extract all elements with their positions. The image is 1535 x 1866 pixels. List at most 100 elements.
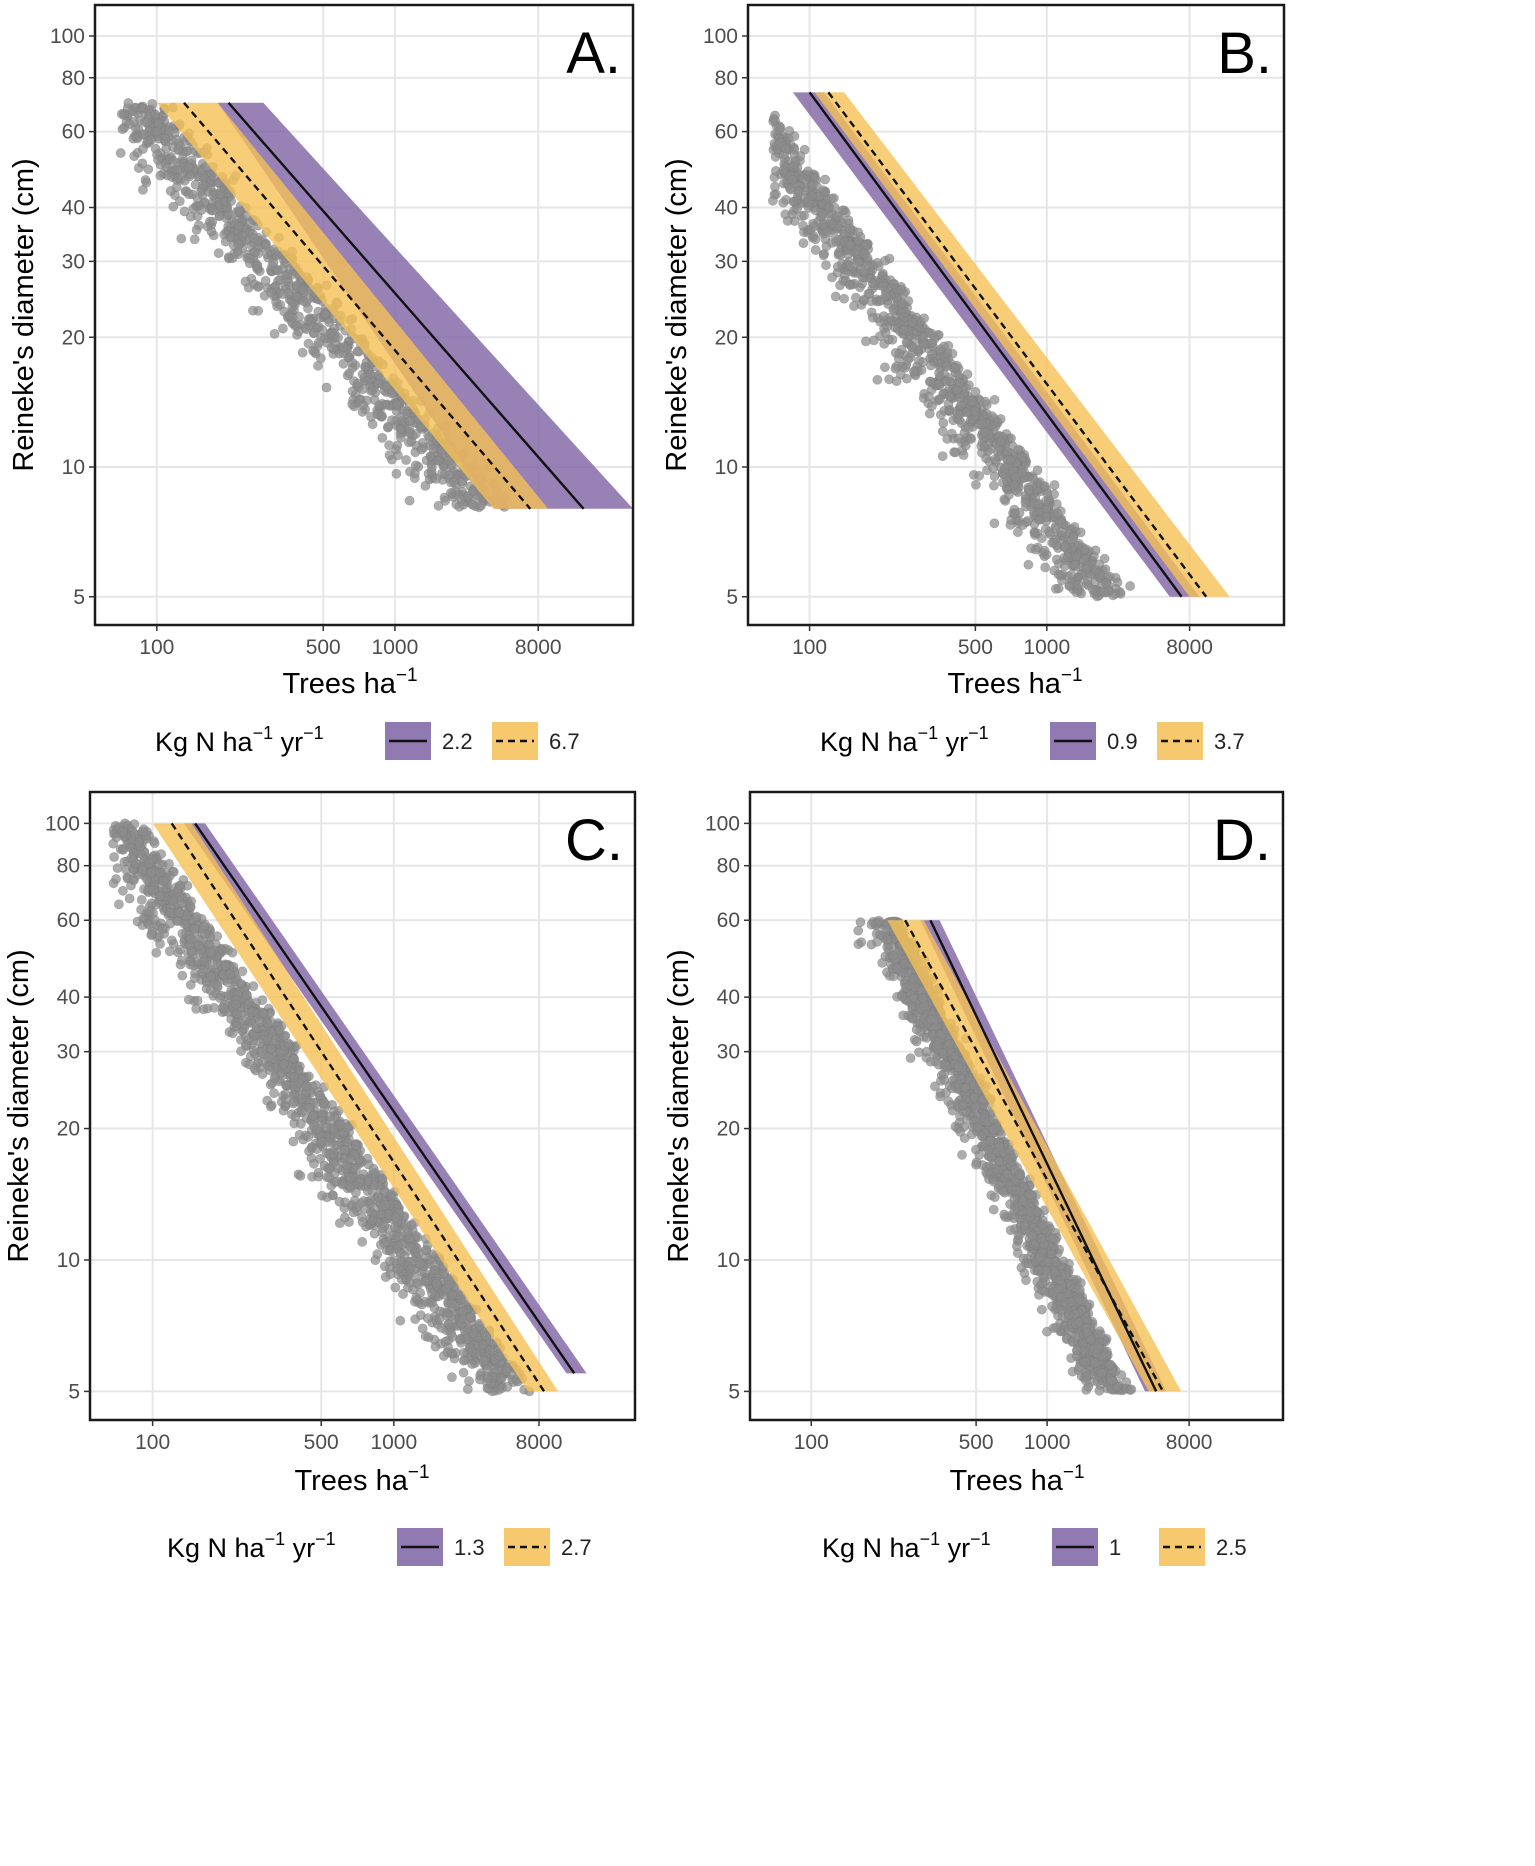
scatter-point [872,937,882,947]
scatter-point [1051,499,1062,509]
scatter-point [898,325,909,335]
scatter-point [233,221,244,232]
scatter-point [205,947,216,957]
legend: Kg N ha−1 yr−1 1.3 2.7 [167,1528,592,1566]
y-tick-label: 80 [62,67,85,90]
scatter-point [277,323,288,334]
scatter-point [396,1274,407,1285]
scatter-point [352,378,363,389]
scatter-point [370,1255,381,1265]
scatter-point [810,205,821,216]
scatter-point [129,151,140,161]
scatter-point [391,468,402,479]
scatter-point [443,1319,454,1329]
y-tick-label: 40 [62,197,85,220]
scatter-point [377,432,388,443]
scatter-point [379,1261,390,1272]
scatter-point [433,500,444,511]
scatter-point [444,455,454,466]
scatter-point [358,400,369,411]
scatter-point [165,918,175,929]
scatter-point [1048,1233,1058,1244]
scatter-point [173,947,183,958]
scatter-point [350,1164,361,1175]
legend-key-high-n: 3.7 [1157,722,1245,760]
scatter-point [328,1148,339,1159]
scatter-point [988,463,999,474]
scatter-point [339,1145,350,1155]
scatter-point [338,342,349,352]
scatter-point [297,284,308,295]
scatter-point [926,360,936,371]
scatter-point [858,266,869,277]
x-tick-label: 100 [792,636,827,659]
scatter-point [482,1373,493,1384]
scatter-point [884,253,895,264]
scatter-point [154,859,165,869]
scatter-point [176,233,187,244]
scatter-point [1013,444,1024,455]
plot-area [108,818,587,1397]
scatter-point [404,495,415,506]
scatter-point [867,312,878,323]
scatter-point [390,1282,401,1293]
scatter-point [137,158,148,169]
scatter-point [227,253,238,263]
scatter-points [768,110,1135,602]
scatter-point [189,924,199,935]
scatter-point [252,260,263,271]
scatter-point [974,470,985,481]
scatter-point [373,378,384,389]
scatter-point [1034,499,1044,509]
panel-letter: C. [565,808,623,873]
scatter-point [1069,560,1080,570]
x-axis-title: Trees ha−1 [282,665,417,700]
scatter-point [998,477,1008,488]
scatter-point [231,1009,242,1019]
scatter-point [780,209,791,220]
scatter-point [117,124,128,135]
scatter-point [787,174,798,185]
scatter-point [468,1328,478,1339]
scatter-point [143,164,154,175]
scatter-point [179,206,190,217]
scatter-point [839,293,849,304]
scatter-point [855,917,866,928]
scatter-point [265,1101,276,1112]
scatter-point [189,973,200,983]
y-tick-label: 5 [68,1380,80,1403]
scatter-point [981,453,991,464]
scatter-point [138,129,149,140]
scatter-point [1013,527,1023,538]
scatter-point [350,1187,361,1198]
scatter-point [205,971,216,982]
scatter-point [295,1171,306,1181]
scatter-point [1044,527,1055,537]
scatter-point [313,360,323,371]
scatter-point [770,115,780,126]
scatter-point [193,220,204,231]
scatter-point [476,500,486,511]
confidence-band-high-n [156,102,549,509]
scatter-point [1057,527,1067,538]
scatter-point [304,1146,314,1157]
scatter-point [788,161,799,172]
legend-key-low-n: 2.2 [385,722,473,760]
scatter-point [1055,570,1066,581]
scatter-point [183,189,194,199]
scatter-point [192,193,203,204]
scatter-point [1090,545,1101,556]
scatter-point [1059,561,1070,572]
scatter-point [220,960,231,971]
scatter-point [175,880,186,891]
scatter-point [177,970,188,981]
scatter-point [362,376,373,386]
scatter-point [207,205,218,216]
scatter-point [348,1207,359,1218]
scatter-point [937,451,948,461]
scatter-point [420,1245,431,1256]
scatter-point [301,1081,312,1092]
scatter-point [392,399,402,410]
scatter-point [384,440,394,451]
scatter-point [295,1118,306,1129]
